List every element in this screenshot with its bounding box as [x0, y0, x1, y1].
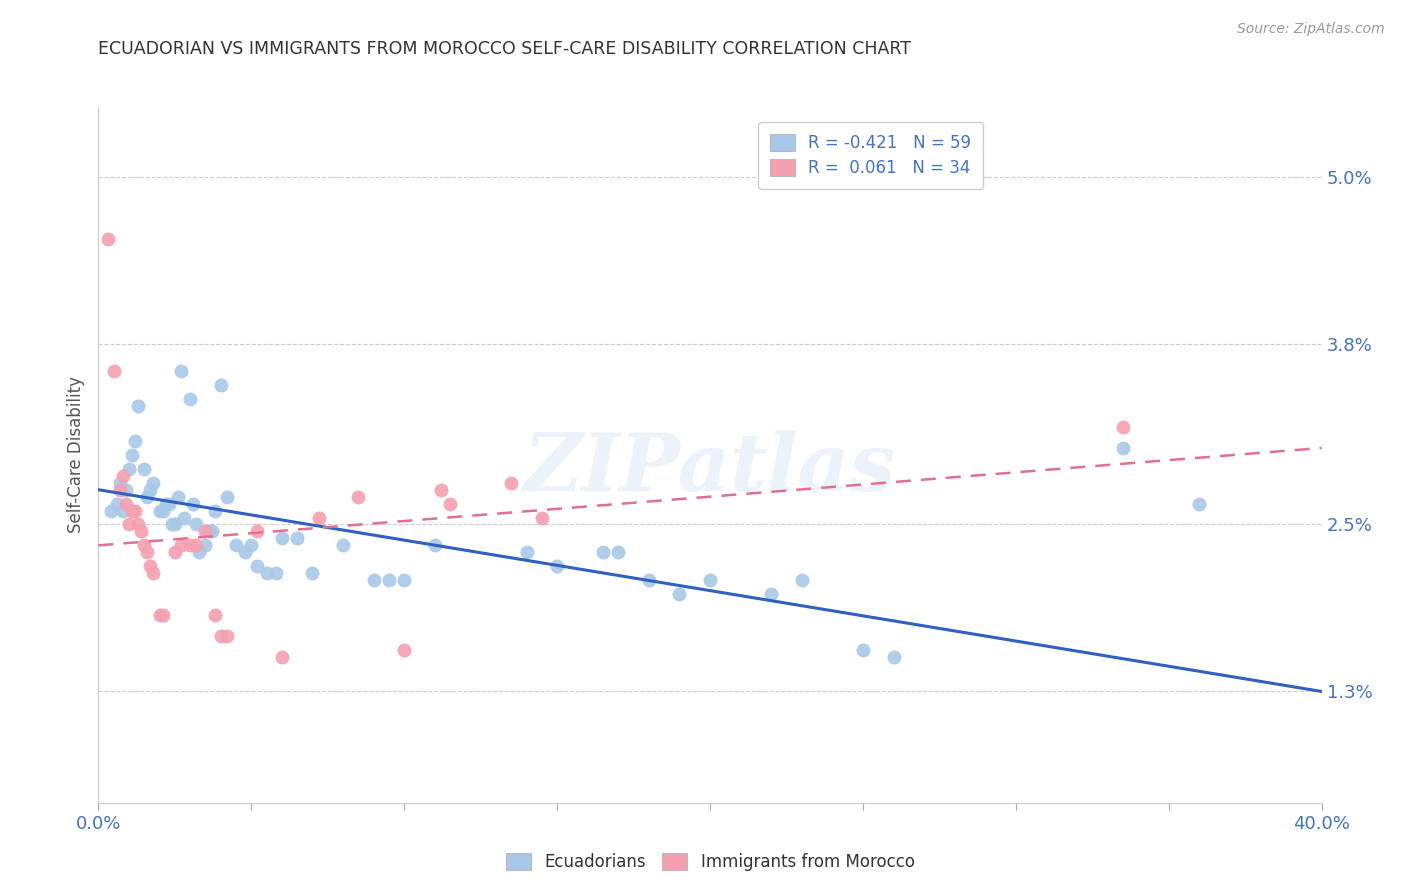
Point	[142, 475, 165, 490]
Point	[124, 503, 146, 517]
Point	[186, 517, 208, 532]
Point	[790, 573, 813, 587]
Point	[546, 559, 568, 574]
Y-axis label: Self-Care Disability: Self-Care Disability	[66, 376, 84, 533]
Point	[118, 462, 141, 476]
Point	[308, 510, 330, 524]
Point	[186, 538, 208, 552]
Point	[160, 517, 183, 532]
Point	[115, 483, 138, 497]
Point	[139, 483, 162, 497]
Text: ECUADORIAN VS IMMIGRANTS FROM MOROCCO SELF-CARE DISABILITY CORRELATION CHART: ECUADORIAN VS IMMIGRANTS FROM MOROCCO SE…	[98, 40, 911, 58]
Point	[108, 483, 131, 497]
Point	[592, 545, 614, 559]
Point	[215, 629, 238, 643]
Point	[204, 607, 226, 622]
Point	[392, 642, 416, 657]
Point	[142, 566, 165, 581]
Point	[163, 545, 186, 559]
Point	[179, 538, 201, 552]
Point	[127, 399, 149, 413]
Point	[530, 510, 553, 524]
Point	[105, 497, 128, 511]
Point	[215, 490, 238, 504]
Point	[225, 538, 247, 552]
Point	[363, 573, 385, 587]
Point	[111, 468, 134, 483]
Point	[347, 490, 370, 504]
Point	[155, 497, 177, 511]
Point	[157, 497, 180, 511]
Point	[188, 545, 211, 559]
Legend: Ecuadorians, Immigrants from Morocco: Ecuadorians, Immigrants from Morocco	[499, 847, 921, 878]
Point	[170, 538, 193, 552]
Point	[638, 573, 661, 587]
Point	[1112, 441, 1135, 455]
Point	[246, 524, 269, 539]
Point	[194, 538, 217, 552]
Point	[1188, 497, 1211, 511]
Point	[181, 497, 204, 511]
Point	[194, 524, 217, 539]
Point	[103, 364, 125, 378]
Point	[246, 559, 269, 574]
Point	[167, 490, 190, 504]
Point	[149, 503, 172, 517]
Point	[129, 524, 152, 539]
Point	[264, 566, 287, 581]
Point	[256, 566, 278, 581]
Point	[761, 587, 783, 601]
Point	[152, 503, 174, 517]
Point	[607, 545, 630, 559]
Point	[378, 573, 401, 587]
Point	[118, 517, 141, 532]
Point	[139, 559, 162, 574]
Point	[430, 483, 453, 497]
Point	[439, 497, 461, 511]
Point	[163, 517, 186, 532]
Point	[170, 364, 193, 378]
Point	[149, 607, 172, 622]
Point	[134, 538, 156, 552]
Point	[233, 545, 256, 559]
Point	[852, 642, 875, 657]
Point	[285, 532, 308, 546]
Point	[301, 566, 323, 581]
Point	[200, 524, 222, 539]
Point	[136, 490, 159, 504]
Point	[121, 448, 143, 462]
Point	[332, 538, 354, 552]
Point	[204, 503, 226, 517]
Point	[423, 538, 446, 552]
Point	[1112, 420, 1135, 434]
Point	[699, 573, 721, 587]
Point	[668, 587, 690, 601]
Point	[883, 649, 905, 664]
Point	[124, 434, 146, 448]
Point	[115, 497, 138, 511]
Text: ZIPatlas: ZIPatlas	[524, 430, 896, 508]
Point	[501, 475, 523, 490]
Point	[136, 545, 159, 559]
Point	[121, 503, 143, 517]
Point	[111, 503, 134, 517]
Point	[392, 573, 416, 587]
Point	[134, 462, 156, 476]
Point	[209, 629, 232, 643]
Point	[100, 503, 122, 517]
Point	[97, 232, 120, 246]
Point	[270, 532, 294, 546]
Point	[209, 378, 232, 392]
Point	[240, 538, 263, 552]
Point	[108, 475, 131, 490]
Point	[197, 524, 219, 539]
Point	[516, 545, 538, 559]
Point	[152, 607, 174, 622]
Text: Source: ZipAtlas.com: Source: ZipAtlas.com	[1237, 22, 1385, 37]
Point	[173, 510, 195, 524]
Point	[127, 517, 149, 532]
Point	[179, 392, 201, 407]
Point	[270, 649, 294, 664]
